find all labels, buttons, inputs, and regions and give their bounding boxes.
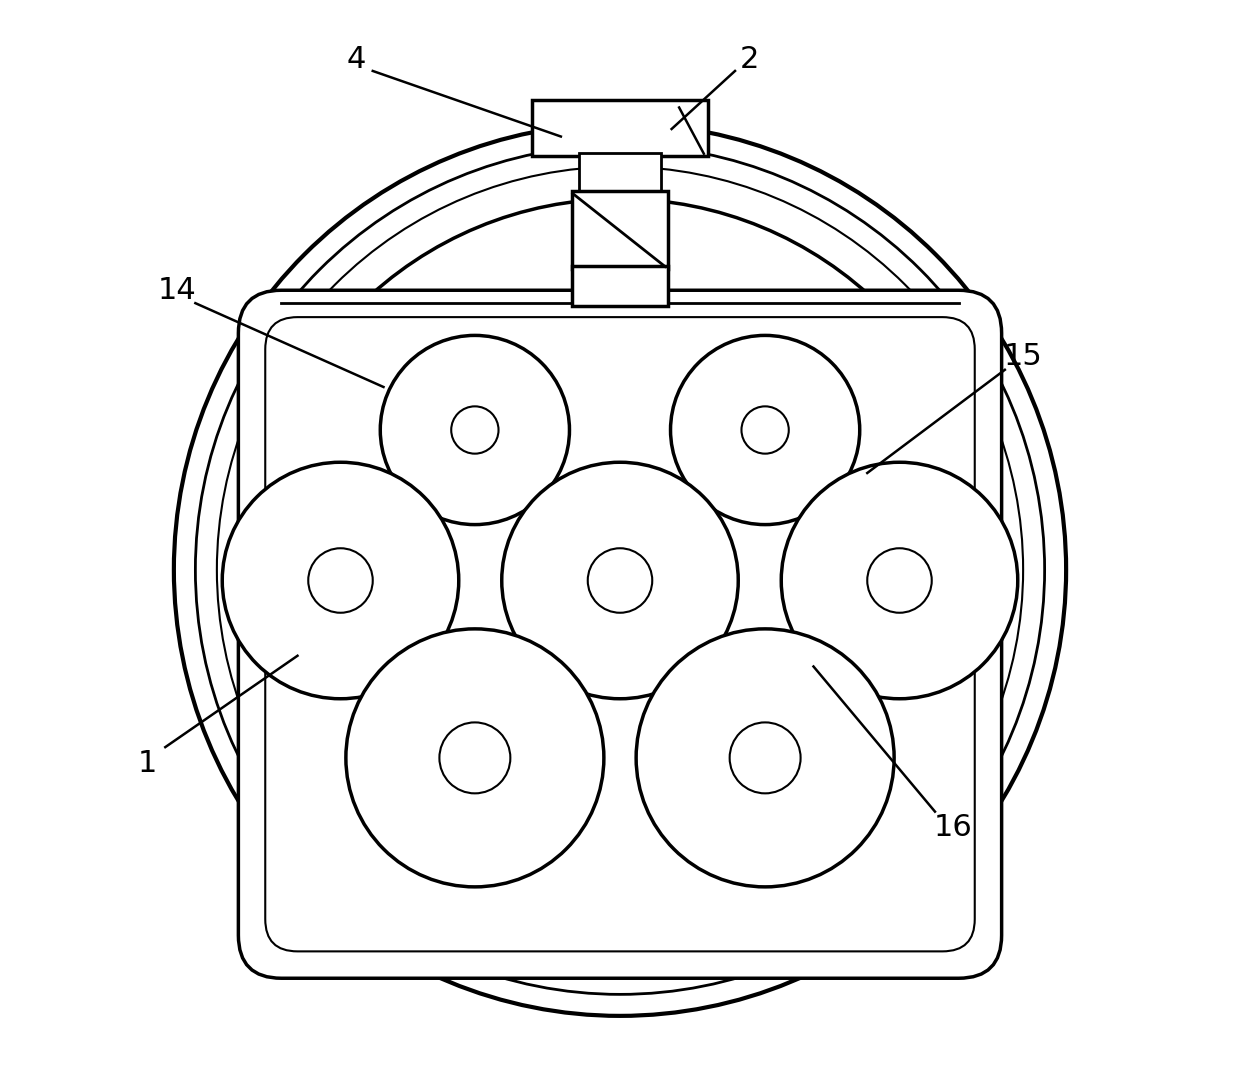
Circle shape (729, 722, 801, 793)
Text: 14: 14 (157, 276, 196, 304)
Circle shape (381, 335, 569, 525)
Circle shape (309, 548, 373, 613)
Circle shape (451, 406, 498, 454)
Circle shape (346, 629, 604, 887)
Text: 4: 4 (347, 45, 366, 73)
Text: 2: 2 (739, 45, 759, 73)
Circle shape (249, 199, 991, 941)
Circle shape (781, 462, 1018, 699)
Circle shape (439, 722, 511, 793)
Circle shape (502, 462, 738, 699)
Bar (579, 153, 661, 194)
Circle shape (742, 406, 789, 454)
Circle shape (588, 548, 652, 613)
Circle shape (636, 629, 894, 887)
Bar (572, 191, 668, 269)
Text: 16: 16 (934, 814, 972, 842)
Circle shape (671, 335, 859, 525)
FancyBboxPatch shape (238, 290, 1002, 978)
Bar (532, 100, 708, 156)
Text: 1: 1 (138, 749, 156, 777)
Bar (572, 266, 668, 306)
Circle shape (867, 548, 931, 613)
Circle shape (222, 462, 459, 699)
Text: 15: 15 (1003, 343, 1043, 371)
